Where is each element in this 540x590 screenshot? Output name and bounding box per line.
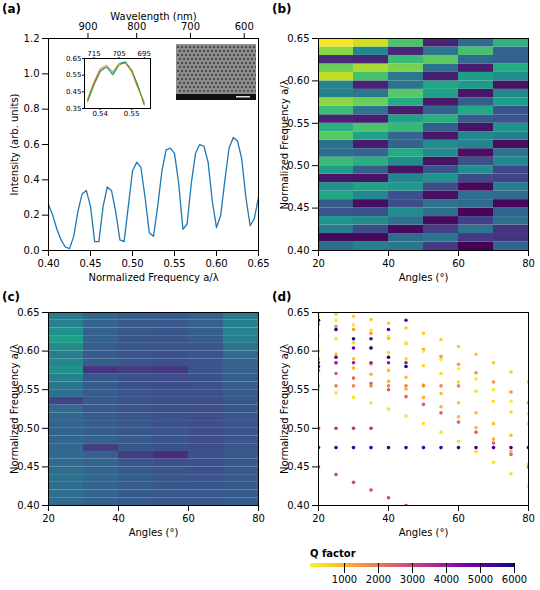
svg-text:40: 40 bbox=[382, 258, 395, 269]
svg-text:6000: 6000 bbox=[502, 574, 527, 585]
svg-text:80: 80 bbox=[522, 258, 535, 269]
svg-text:0.60: 0.60 bbox=[17, 345, 39, 356]
svg-text:4000: 4000 bbox=[434, 574, 459, 585]
svg-text:80: 80 bbox=[252, 513, 265, 524]
html-text:(d): (d) bbox=[272, 290, 292, 304]
svg-text:0.50: 0.50 bbox=[287, 423, 309, 434]
svg-text:5000: 5000 bbox=[468, 574, 493, 585]
svg-text:Q factor: Q factor bbox=[310, 548, 356, 559]
svg-text:60: 60 bbox=[452, 513, 465, 524]
svg-text:695: 695 bbox=[138, 50, 151, 58]
svg-text:40: 40 bbox=[382, 513, 395, 524]
svg-text:Angles (°): Angles (°) bbox=[129, 527, 179, 538]
svg-text:0.2: 0.2 bbox=[24, 209, 40, 220]
html-text:(a): (a) bbox=[2, 2, 22, 16]
svg-text:700: 700 bbox=[181, 21, 200, 32]
html-text:(c): (c) bbox=[2, 290, 21, 304]
svg-text:0.55: 0.55 bbox=[124, 110, 140, 118]
svg-text:20: 20 bbox=[312, 513, 325, 524]
svg-text:0.0: 0.0 bbox=[24, 245, 40, 256]
svg-text:0.55: 0.55 bbox=[287, 118, 309, 129]
svg-text:0.6: 0.6 bbox=[24, 139, 40, 150]
svg-text:715: 715 bbox=[87, 50, 100, 58]
svg-text:0.40: 0.40 bbox=[287, 500, 309, 511]
svg-text:0.50: 0.50 bbox=[121, 258, 143, 269]
svg-text:0.40: 0.40 bbox=[17, 500, 39, 511]
svg-text:1.2: 1.2 bbox=[24, 33, 40, 44]
svg-text:0.45: 0.45 bbox=[17, 461, 39, 472]
svg-text:0.50: 0.50 bbox=[287, 160, 309, 171]
svg-text:60: 60 bbox=[452, 258, 465, 269]
svg-text:800: 800 bbox=[127, 21, 146, 32]
svg-text:60: 60 bbox=[182, 513, 195, 524]
svg-text:0.65: 0.65 bbox=[17, 307, 39, 318]
svg-text:0.65: 0.65 bbox=[287, 307, 309, 318]
svg-text:Wavelength (nm): Wavelength (nm) bbox=[110, 11, 196, 22]
svg-text:0.8: 0.8 bbox=[24, 103, 40, 114]
svg-text:0.65: 0.65 bbox=[247, 258, 269, 269]
svg-text:0.4: 0.4 bbox=[24, 174, 40, 185]
svg-text:1.0: 1.0 bbox=[24, 68, 40, 79]
svg-text:0.45: 0.45 bbox=[79, 258, 101, 269]
svg-text:0.60: 0.60 bbox=[287, 345, 309, 356]
svg-text:0.60: 0.60 bbox=[287, 75, 309, 86]
svg-text:Angles (°): Angles (°) bbox=[399, 527, 449, 538]
svg-text:0.65: 0.65 bbox=[287, 33, 309, 44]
svg-text:Normalized Frequency a/λ: Normalized Frequency a/λ bbox=[88, 272, 218, 283]
svg-text:80: 80 bbox=[522, 513, 535, 524]
svg-text:0.40: 0.40 bbox=[287, 245, 309, 256]
svg-text:0.45: 0.45 bbox=[287, 202, 309, 213]
svg-text:0.55: 0.55 bbox=[163, 258, 185, 269]
svg-text:900: 900 bbox=[78, 21, 97, 32]
svg-text:20: 20 bbox=[42, 513, 55, 524]
svg-text:0.60: 0.60 bbox=[205, 258, 227, 269]
svg-text:600: 600 bbox=[235, 21, 254, 32]
html-text:(b): (b) bbox=[272, 2, 292, 16]
svg-text:Normalized Frequency a/λ: Normalized Frequency a/λ bbox=[279, 344, 290, 474]
svg-text:2000: 2000 bbox=[366, 574, 391, 585]
svg-text:Normalized Frequency a/λ: Normalized Frequency a/λ bbox=[279, 79, 290, 209]
svg-text:0.35: 0.35 bbox=[66, 105, 82, 113]
svg-text:1000: 1000 bbox=[332, 574, 357, 585]
svg-text:0.45: 0.45 bbox=[66, 88, 82, 96]
svg-text:Angles (°): Angles (°) bbox=[399, 272, 449, 283]
svg-text:0.65: 0.65 bbox=[66, 55, 82, 63]
svg-text:Normalized Frequency a/λ: Normalized Frequency a/λ bbox=[9, 344, 20, 474]
svg-text:0.55: 0.55 bbox=[287, 384, 309, 395]
svg-text:20: 20 bbox=[312, 258, 325, 269]
svg-text:0.45: 0.45 bbox=[287, 461, 309, 472]
svg-text:0.50: 0.50 bbox=[17, 423, 39, 434]
svg-text:0.55: 0.55 bbox=[66, 71, 82, 79]
svg-text:0.55: 0.55 bbox=[17, 384, 39, 395]
svg-text:0.54: 0.54 bbox=[92, 110, 108, 118]
svg-text:Intensity (arb. units): Intensity (arb. units) bbox=[9, 93, 20, 195]
svg-text:705: 705 bbox=[112, 50, 125, 58]
svg-text:0.40: 0.40 bbox=[37, 258, 59, 269]
svg-text:3000: 3000 bbox=[400, 574, 425, 585]
svg-text:40: 40 bbox=[112, 513, 125, 524]
